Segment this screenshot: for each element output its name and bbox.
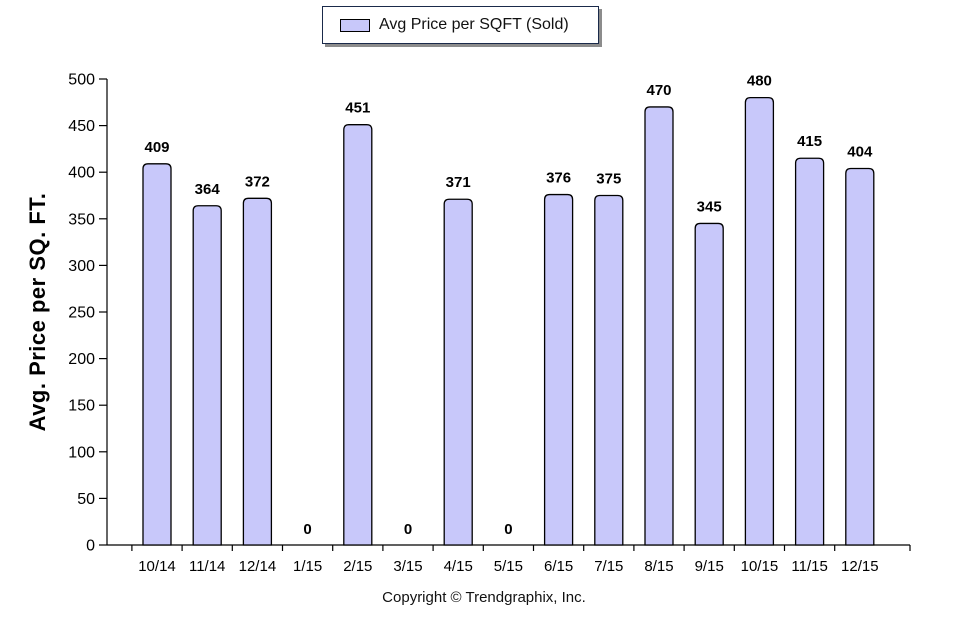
data-label: 404 xyxy=(847,143,873,160)
bar xyxy=(845,167,875,546)
bar xyxy=(142,163,172,546)
y-tick-label: 500 xyxy=(68,72,95,89)
data-label: 470 xyxy=(646,82,671,99)
x-tick-label: 2/15 xyxy=(343,558,372,575)
data-label: 451 xyxy=(345,100,370,117)
x-tick-label: 11/15 xyxy=(791,558,827,575)
data-label: 345 xyxy=(697,198,722,215)
x-tick-label: 12/14 xyxy=(239,558,277,575)
y-tick-label: 350 xyxy=(68,211,95,228)
x-tick-label: 4/15 xyxy=(444,558,473,575)
data-label: 364 xyxy=(195,181,221,198)
y-tick-label: 400 xyxy=(68,165,95,182)
y-tick-label: 450 xyxy=(68,118,95,135)
x-tick-label: 5/15 xyxy=(494,558,523,575)
y-tick-label: 150 xyxy=(68,398,95,415)
bar xyxy=(343,124,373,546)
x-tick-label: 9/15 xyxy=(695,558,724,575)
y-tick-label: 50 xyxy=(77,491,95,508)
copyright-text: Copyright © Trendgraphix, Inc. xyxy=(382,589,586,606)
x-tick-label: 12/15 xyxy=(841,558,879,575)
bar xyxy=(543,193,574,546)
data-label: 371 xyxy=(446,174,471,191)
data-label: 480 xyxy=(747,73,772,90)
bar xyxy=(192,205,222,546)
y-tick-label: 100 xyxy=(68,444,95,461)
data-label: 0 xyxy=(404,521,412,538)
bar xyxy=(794,157,825,546)
legend-label: Avg Price per SQFT (Sold) xyxy=(379,16,569,33)
x-tick-label: 11/14 xyxy=(189,558,225,575)
x-tick-label: 6/15 xyxy=(544,558,573,575)
y-tick-label: 0 xyxy=(86,538,95,555)
bar xyxy=(644,106,674,546)
bar xyxy=(694,222,724,546)
bar xyxy=(594,194,624,546)
data-label: 409 xyxy=(144,139,169,156)
data-label: 375 xyxy=(596,171,621,188)
data-label: 372 xyxy=(245,173,270,190)
x-tick-label: 8/15 xyxy=(644,558,673,575)
bar xyxy=(242,197,273,546)
legend-swatch xyxy=(340,19,370,32)
x-tick-label: 10/15 xyxy=(741,558,779,575)
chart-legend: Avg Price per SQFT (Sold) xyxy=(322,6,599,44)
y-tick-label: 250 xyxy=(68,305,95,322)
x-tick-label: 7/15 xyxy=(594,558,623,575)
x-tick-label: 1/15 xyxy=(293,558,322,575)
data-label: 415 xyxy=(797,133,822,150)
bar xyxy=(443,198,473,546)
bar xyxy=(744,96,775,546)
y-axis-title: Avg. Price per SQ. FT. xyxy=(25,192,50,432)
x-tick-label: 10/14 xyxy=(138,558,176,575)
y-tick-label: 200 xyxy=(68,351,95,368)
y-tick-label: 300 xyxy=(68,258,95,275)
data-label: 0 xyxy=(303,521,311,538)
data-label: 0 xyxy=(504,521,512,538)
data-label: 376 xyxy=(546,170,571,187)
x-tick-label: 3/15 xyxy=(393,558,422,575)
